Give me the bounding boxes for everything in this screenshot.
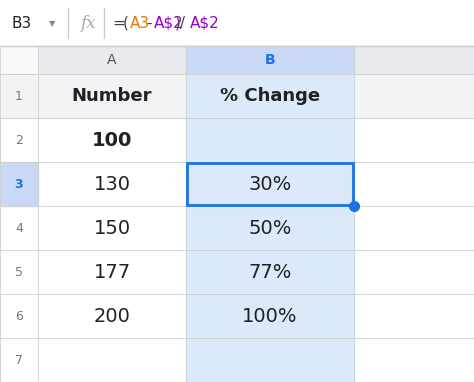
Bar xyxy=(0,46,38,74)
Text: 77%: 77% xyxy=(248,262,292,282)
Text: 100%: 100% xyxy=(242,306,298,325)
Text: ▼: ▼ xyxy=(49,19,55,29)
Text: (: ( xyxy=(123,16,129,31)
Text: fx: fx xyxy=(80,15,95,31)
Text: % Change: % Change xyxy=(220,87,320,105)
Bar xyxy=(186,74,354,118)
Text: 177: 177 xyxy=(93,262,130,282)
Bar xyxy=(0,0,474,46)
Text: Number: Number xyxy=(72,87,152,105)
Bar xyxy=(186,46,354,74)
Text: 7: 7 xyxy=(15,353,23,366)
Bar xyxy=(186,338,354,382)
Text: B3: B3 xyxy=(12,16,32,31)
Text: 1: 1 xyxy=(15,89,23,102)
Bar xyxy=(0,74,474,118)
Text: 200: 200 xyxy=(93,306,130,325)
Text: 2: 2 xyxy=(15,133,23,147)
Text: A: A xyxy=(107,53,117,67)
Text: 5: 5 xyxy=(15,265,23,278)
Text: )/: )/ xyxy=(175,16,186,31)
Bar xyxy=(0,162,38,206)
Text: 4: 4 xyxy=(15,222,23,235)
Bar xyxy=(186,250,354,294)
Text: 30%: 30% xyxy=(248,175,292,194)
Text: 6: 6 xyxy=(15,309,23,322)
Text: 150: 150 xyxy=(93,219,130,238)
Bar xyxy=(186,162,354,206)
Bar xyxy=(0,46,474,74)
Text: A3: A3 xyxy=(130,16,150,31)
Text: 50%: 50% xyxy=(248,219,292,238)
Text: A$2: A$2 xyxy=(190,16,220,31)
Bar xyxy=(186,294,354,338)
Bar xyxy=(187,163,353,205)
Bar xyxy=(186,118,354,162)
Text: -: - xyxy=(146,16,152,31)
Text: 3: 3 xyxy=(15,178,23,191)
Text: A$2: A$2 xyxy=(154,16,184,31)
Bar xyxy=(186,206,354,250)
Text: =: = xyxy=(112,16,125,31)
Text: B: B xyxy=(264,53,275,67)
Text: 130: 130 xyxy=(93,175,130,194)
Text: 100: 100 xyxy=(92,131,132,149)
